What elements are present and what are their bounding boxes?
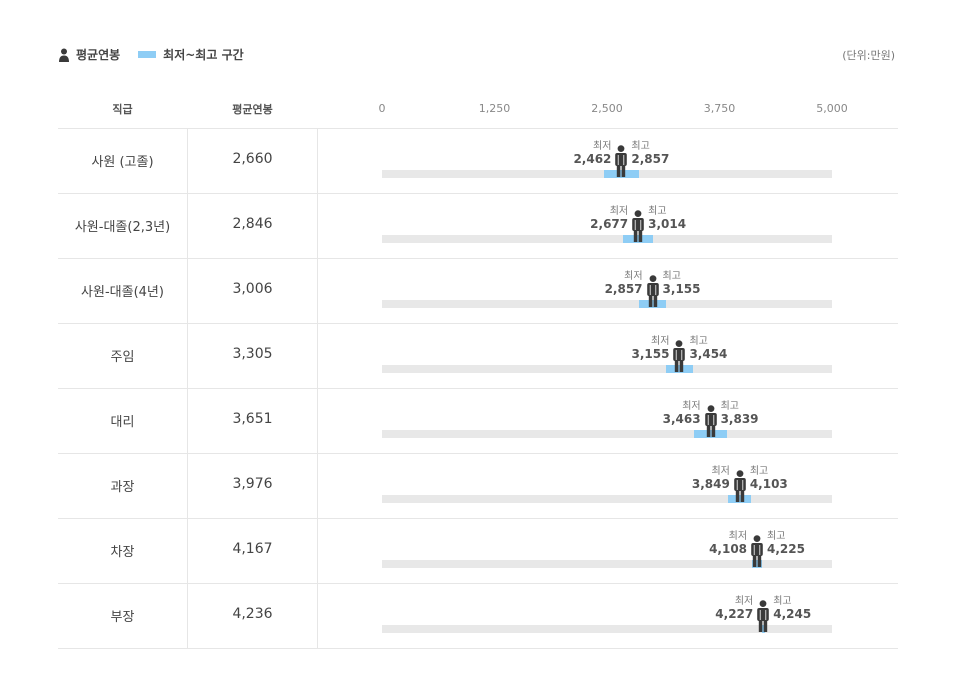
max-label: 최고	[631, 141, 650, 152]
min-label: 최저	[711, 466, 730, 477]
range-bar	[603, 170, 640, 178]
min-value: 3,849	[691, 477, 730, 491]
avg-salary-value: 2,846	[232, 216, 273, 232]
row-divider	[58, 648, 898, 649]
avg-person-marker	[673, 340, 686, 372]
avg-person-marker	[757, 600, 770, 632]
min-label: 최저	[593, 141, 612, 152]
max-value: 3,454	[689, 347, 728, 361]
row-divider	[58, 453, 898, 454]
min-value: 4,227	[715, 607, 754, 621]
bar-track	[382, 365, 832, 373]
bar-track	[382, 625, 832, 633]
max-value: 3,014	[648, 217, 687, 231]
min-value: 3,155	[631, 347, 670, 361]
axis-tick-label: 1,250	[478, 102, 511, 115]
range-bar	[728, 495, 752, 503]
min-value: 4,108	[709, 542, 748, 556]
max-label: 최고	[662, 271, 681, 282]
max-value: 4,245	[773, 607, 812, 621]
axis-tick-label: 5,000	[816, 102, 848, 115]
max-label: 최고	[749, 466, 769, 477]
bar-track	[382, 235, 832, 243]
column-header-rank: 직급	[112, 103, 133, 116]
max-label: 최고	[720, 401, 739, 412]
avg-person-marker	[751, 535, 763, 567]
min-label: 최저	[624, 271, 643, 282]
axis-tick-label: 3,750	[703, 102, 736, 115]
column-header-avg: 평균연봉	[232, 103, 273, 116]
max-value: 3,155	[662, 282, 701, 296]
avg-salary-value: 3,305	[232, 346, 273, 362]
axis-tick-label: 0	[378, 102, 386, 115]
max-label: 최고	[773, 596, 792, 607]
column-divider	[187, 128, 188, 648]
bar-track	[382, 430, 832, 438]
rank-label: 주임	[110, 350, 135, 365]
bar-track	[382, 300, 832, 308]
legend-avg-label: 평균연봉	[76, 48, 121, 62]
min-label: 최저	[734, 596, 754, 607]
avg-salary-value: 3,651	[232, 411, 273, 427]
range-bar	[693, 430, 728, 438]
axis-tick-label: 2,500	[591, 102, 623, 115]
range-bar	[665, 365, 693, 373]
rank-label: 사원-대졸(4년)	[81, 285, 164, 300]
row-divider	[58, 518, 898, 519]
row-divider	[58, 193, 898, 194]
row-divider	[58, 583, 898, 584]
max-label: 최고	[767, 531, 786, 542]
min-label: 최저	[682, 401, 701, 412]
column-divider	[317, 128, 318, 648]
legend-range-label: 최저~최고 구간	[163, 48, 244, 62]
row-divider	[58, 128, 898, 129]
avg-salary-value: 3,976	[232, 476, 273, 492]
range-bar	[622, 235, 654, 243]
rank-label: 사원-대졸(2,3년)	[74, 220, 171, 235]
rank-label: 부장	[110, 610, 135, 625]
avg-person-marker	[646, 275, 659, 307]
min-value: 2,677	[590, 217, 629, 231]
rank-label: 대리	[110, 415, 135, 430]
min-label: 최저	[728, 531, 748, 542]
avg-salary-value: 2,660	[232, 151, 273, 167]
min-value: 3,463	[662, 412, 701, 426]
rank-label: 사원 (고졸)	[91, 155, 154, 170]
range-bar	[639, 300, 666, 308]
range-bar	[751, 560, 763, 568]
row-divider	[58, 258, 898, 259]
max-value: 3,839	[720, 412, 759, 426]
unit-label: (단위:만원)	[842, 49, 895, 62]
rank-label: 차장	[110, 545, 135, 560]
avg-salary-value: 4,167	[232, 541, 273, 557]
max-label: 최고	[689, 336, 708, 347]
bar-track	[382, 560, 832, 568]
avg-salary-value: 3,006	[232, 281, 273, 297]
avg-person-marker	[734, 470, 746, 502]
avg-salary-value: 4,236	[232, 606, 273, 622]
max-value: 2,857	[631, 152, 670, 166]
legend-range-swatch	[138, 51, 157, 58]
avg-person-marker	[632, 210, 644, 242]
min-value: 2,462	[573, 152, 612, 166]
row-divider	[58, 388, 898, 389]
min-value: 2,857	[604, 282, 643, 296]
bar-track	[382, 495, 832, 503]
max-value: 4,103	[749, 477, 788, 491]
avg-person-marker	[704, 405, 717, 437]
max-value: 4,225	[767, 542, 805, 556]
avg-person-marker	[615, 145, 628, 177]
rank-label: 과장	[110, 480, 135, 495]
legend: 평균연봉 최저~최고 구간	[58, 46, 244, 63]
person-icon	[59, 48, 69, 62]
row-divider	[58, 323, 898, 324]
min-label: 최저	[609, 206, 629, 217]
min-label: 최저	[651, 336, 670, 347]
max-label: 최고	[648, 206, 667, 217]
